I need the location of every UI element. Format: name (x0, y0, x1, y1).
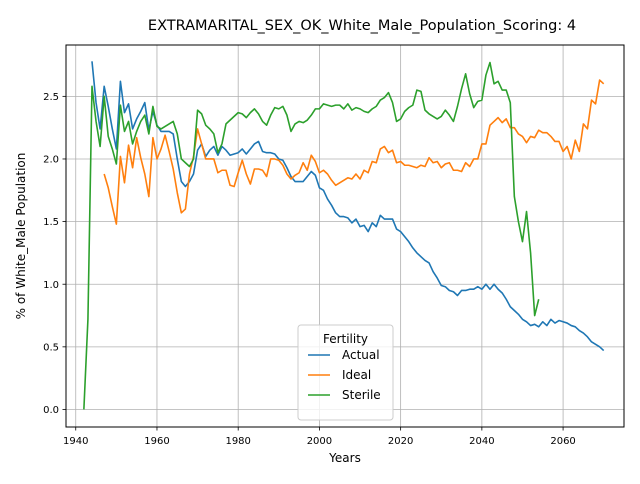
x-tick-label: 2020 (388, 436, 413, 447)
legend-label-sterile: Sterile (342, 388, 381, 402)
y-tick-label: 0.5 (43, 342, 59, 353)
legend-label-ideal: Ideal (342, 368, 371, 382)
legend-title: Fertility (323, 332, 368, 346)
y-tick-label: 1.5 (43, 217, 59, 228)
y-tick-label: 2.5 (43, 92, 59, 103)
series-line-ideal (103, 79, 605, 225)
x-tick-label: 2000 (307, 436, 332, 447)
legend-label-actual: Actual (342, 348, 380, 362)
grid (66, 45, 624, 427)
legend-items: Actual Ideal Sterile (308, 348, 381, 402)
ticks: 1940 1960 1980 2000 2020 2040 2060 0.0 0.5 1.0 1.5… (43, 92, 576, 447)
y-tick-label: 0.0 (43, 405, 59, 416)
x-tick-label: 2040 (469, 436, 494, 447)
legend: Fertility Actual Ideal Sterile (297, 324, 394, 421)
chart-title: EXTRAMARITAL_SEX_OK_White_Male_Populatio… (148, 18, 576, 34)
series-line-sterile (83, 61, 540, 410)
series-line-actual (91, 61, 605, 352)
plot-frame (65, 44, 625, 428)
legend-box (297, 324, 394, 421)
x-axis-label: Years (328, 451, 361, 465)
x-tick-label: 1980 (225, 436, 250, 447)
y-tick-label: 2.0 (43, 155, 59, 166)
y-axis-label: % of White_Male Population (14, 153, 28, 320)
x-tick-label: 1940 (63, 436, 88, 447)
x-tick-label: 1960 (144, 436, 169, 447)
series-layer (83, 61, 605, 410)
y-tick-label: 1.0 (43, 280, 59, 291)
x-tick-label: 2060 (550, 436, 575, 447)
